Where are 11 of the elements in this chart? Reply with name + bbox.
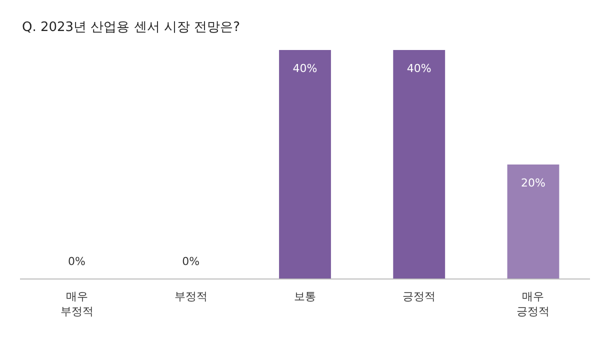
- x-tick-label: 부정적: [174, 290, 208, 303]
- data-label: 20%: [521, 176, 546, 190]
- data-label: 0%: [182, 255, 200, 268]
- x-tick-label: 매우 부정적: [60, 290, 94, 318]
- chart-title: Q. 2023년 산업용 센서 시장 전망은?: [22, 20, 240, 35]
- data-label: 0%: [68, 255, 86, 268]
- data-label: 40%: [406, 62, 432, 75]
- x-tick-label: 보통: [294, 290, 316, 303]
- x-tick-label: 긍정적: [402, 290, 436, 303]
- data-label: 40%: [292, 62, 318, 75]
- x-tick-label: 매우 긍정적: [516, 290, 550, 318]
